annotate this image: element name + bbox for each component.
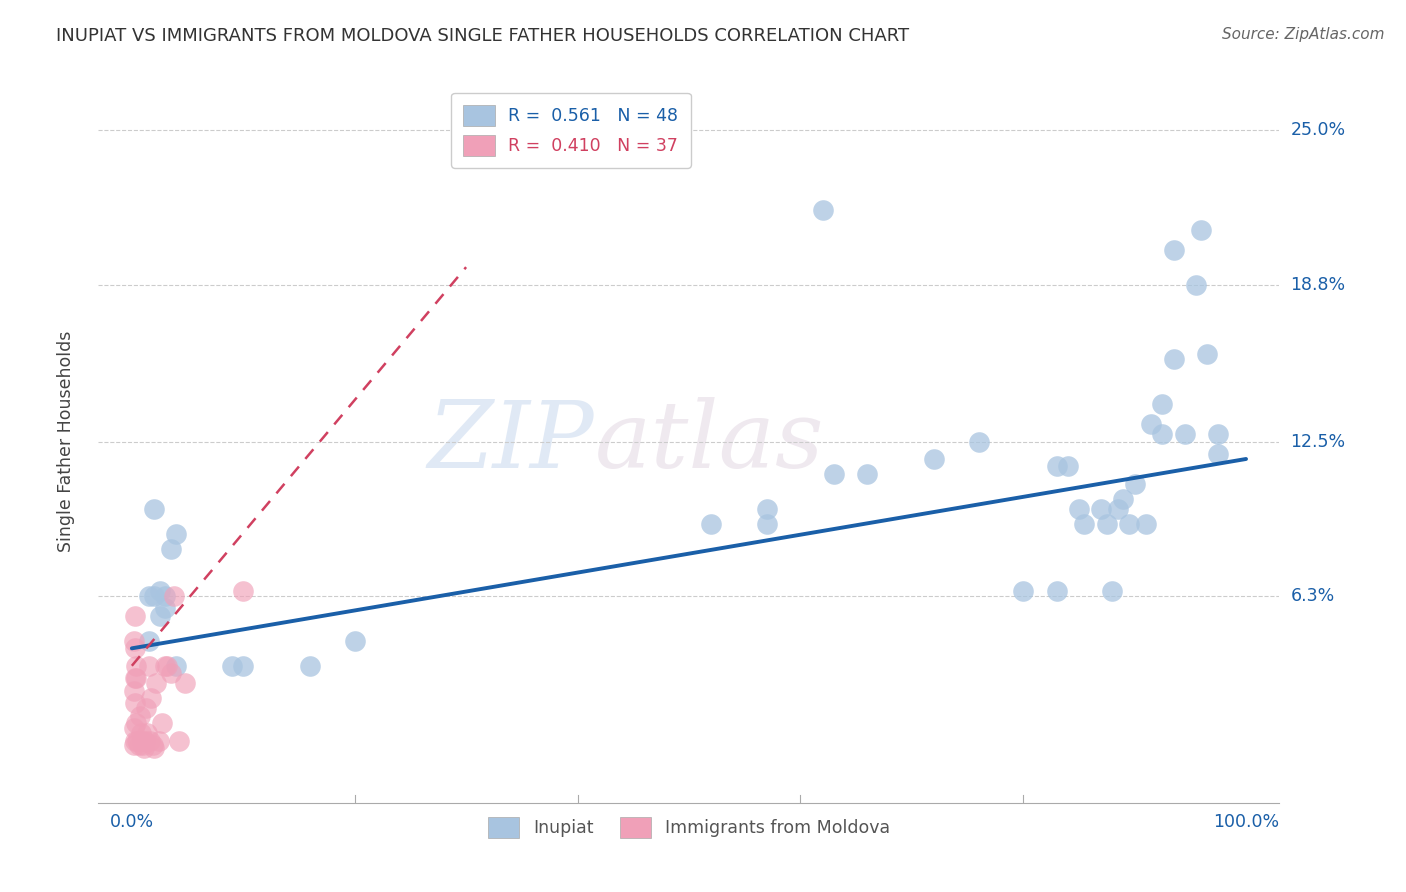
- Point: [1163, 352, 1185, 367]
- Point: [232, 658, 254, 673]
- Point: [124, 641, 146, 656]
- Text: atlas: atlas: [595, 397, 824, 486]
- Point: [1118, 516, 1140, 531]
- Point: [922, 452, 945, 467]
- Point: [132, 739, 155, 753]
- Point: [128, 739, 150, 753]
- Point: [299, 658, 322, 673]
- Point: [138, 589, 160, 603]
- Point: [1206, 427, 1229, 442]
- Text: INUPIAT VS IMMIGRANTS FROM MOLDOVA SINGLE FATHER HOUSEHOLDS CORRELATION CHART: INUPIAT VS IMMIGRANTS FROM MOLDOVA SINGL…: [56, 27, 910, 45]
- Point: [143, 501, 166, 516]
- Point: [167, 733, 190, 747]
- Point: [138, 658, 160, 673]
- Text: ZIP: ZIP: [427, 397, 595, 486]
- Point: [221, 658, 243, 673]
- Point: [122, 739, 145, 753]
- Point: [1123, 476, 1146, 491]
- Point: [1095, 516, 1118, 531]
- Point: [1195, 347, 1218, 361]
- Point: [129, 726, 152, 740]
- Point: [1135, 516, 1157, 531]
- Point: [1073, 516, 1095, 531]
- Point: [145, 676, 167, 690]
- Point: [155, 658, 177, 673]
- Text: Source: ZipAtlas.com: Source: ZipAtlas.com: [1222, 27, 1385, 42]
- Y-axis label: Single Father Households: Single Father Households: [56, 331, 75, 552]
- Point: [148, 733, 170, 747]
- Point: [156, 658, 179, 673]
- Point: [1107, 501, 1129, 516]
- Text: 18.8%: 18.8%: [1291, 276, 1346, 293]
- Point: [343, 633, 366, 648]
- Point: [1163, 243, 1185, 257]
- Point: [136, 726, 159, 740]
- Point: [1046, 459, 1069, 474]
- Point: [755, 501, 778, 516]
- Point: [124, 671, 146, 685]
- Point: [139, 691, 162, 706]
- Point: [122, 683, 145, 698]
- Point: [1046, 584, 1069, 599]
- Point: [138, 633, 160, 648]
- Point: [132, 741, 155, 756]
- Point: [135, 701, 157, 715]
- Point: [160, 666, 183, 681]
- Point: [1174, 427, 1197, 442]
- Text: 12.5%: 12.5%: [1291, 433, 1346, 450]
- Point: [160, 541, 183, 556]
- Point: [163, 589, 186, 603]
- Point: [1191, 223, 1213, 237]
- Point: [1056, 459, 1078, 474]
- Point: [128, 708, 150, 723]
- Point: [138, 733, 160, 747]
- Point: [124, 733, 146, 747]
- Point: [967, 434, 990, 449]
- Point: [856, 467, 879, 481]
- Point: [1185, 277, 1208, 292]
- Point: [1112, 491, 1135, 506]
- Point: [149, 584, 172, 599]
- Point: [823, 467, 845, 481]
- Point: [1067, 501, 1090, 516]
- Point: [142, 739, 165, 753]
- Point: [811, 202, 834, 217]
- Text: 25.0%: 25.0%: [1291, 121, 1346, 139]
- Point: [174, 676, 197, 690]
- Point: [131, 733, 153, 747]
- Point: [1152, 427, 1174, 442]
- Point: [124, 609, 146, 624]
- Point: [134, 733, 156, 747]
- Point: [125, 716, 148, 731]
- Legend: Inupiat, Immigrants from Moldova: Inupiat, Immigrants from Moldova: [481, 810, 897, 845]
- Point: [150, 716, 173, 731]
- Point: [143, 741, 166, 756]
- Point: [143, 589, 166, 603]
- Point: [232, 584, 254, 599]
- Point: [755, 516, 778, 531]
- Point: [1140, 417, 1163, 431]
- Point: [1090, 501, 1112, 516]
- Point: [165, 526, 187, 541]
- Point: [700, 516, 723, 531]
- Point: [122, 721, 145, 735]
- Point: [127, 733, 149, 747]
- Point: [155, 601, 177, 615]
- Point: [165, 658, 187, 673]
- Point: [124, 696, 146, 710]
- Point: [1101, 584, 1123, 599]
- Point: [1012, 584, 1035, 599]
- Point: [125, 658, 148, 673]
- Point: [155, 589, 177, 603]
- Text: 6.3%: 6.3%: [1291, 587, 1334, 605]
- Point: [125, 671, 148, 685]
- Point: [149, 609, 172, 624]
- Point: [1152, 397, 1174, 411]
- Point: [1206, 447, 1229, 461]
- Point: [122, 633, 145, 648]
